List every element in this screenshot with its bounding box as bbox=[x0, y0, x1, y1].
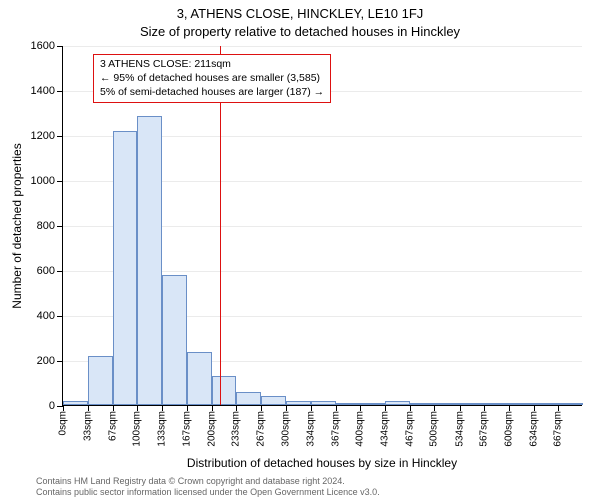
histogram-bar bbox=[311, 401, 336, 405]
y-tick-label: 800 bbox=[37, 220, 55, 232]
x-tick-label: 467sqm bbox=[404, 411, 415, 447]
x-tick-label: 667sqm bbox=[553, 411, 564, 447]
y-tick-label: 1600 bbox=[31, 40, 55, 52]
y-tick-label: 0 bbox=[49, 400, 55, 412]
histogram-bar bbox=[336, 403, 361, 405]
histogram-bar bbox=[162, 275, 187, 406]
y-tick-label: 1200 bbox=[31, 130, 55, 142]
annotation-line3: 5% of semi-detached houses are larger (1… bbox=[100, 85, 324, 99]
y-tick-label: 600 bbox=[37, 265, 55, 277]
histogram-bar bbox=[385, 401, 410, 405]
histogram-bar bbox=[261, 396, 286, 405]
histogram-bar bbox=[410, 403, 435, 405]
x-tick-label: 567sqm bbox=[479, 411, 490, 447]
x-tick-label: 600sqm bbox=[503, 411, 514, 447]
histogram-bar bbox=[113, 131, 138, 406]
x-tick-label: 534sqm bbox=[454, 411, 465, 447]
x-tick-label: 33sqm bbox=[82, 411, 93, 441]
x-tick-label: 500sqm bbox=[429, 411, 440, 447]
x-tick-label: 100sqm bbox=[132, 411, 143, 447]
histogram-bar bbox=[460, 403, 485, 405]
histogram-bar bbox=[88, 356, 113, 406]
histogram-bar bbox=[236, 392, 261, 406]
histogram-bar bbox=[137, 116, 162, 405]
annotation-line2: ← 95% of detached houses are smaller (3,… bbox=[100, 71, 324, 85]
y-tick-label: 400 bbox=[37, 310, 55, 322]
histogram-bar bbox=[434, 403, 459, 405]
title-address: 3, ATHENS CLOSE, HINCKLEY, LE10 1FJ bbox=[0, 6, 600, 21]
histogram-bar bbox=[212, 376, 237, 405]
histogram-bar bbox=[286, 401, 311, 405]
x-tick-label: 434sqm bbox=[380, 411, 391, 447]
x-axis-title: Distribution of detached houses by size … bbox=[62, 456, 582, 470]
histogram-bar bbox=[360, 403, 385, 405]
x-tick-label: 267sqm bbox=[256, 411, 267, 447]
x-tick-label: 0sqm bbox=[58, 411, 69, 435]
histogram-bar bbox=[534, 403, 559, 405]
histogram-bar bbox=[63, 401, 88, 405]
footer-attribution: Contains HM Land Registry data © Crown c… bbox=[36, 476, 380, 498]
histogram-bar bbox=[187, 352, 212, 405]
footer-line2: Contains public sector information licen… bbox=[36, 487, 380, 498]
x-tick-label: 167sqm bbox=[182, 411, 193, 447]
histogram-bar bbox=[509, 403, 534, 405]
gridline bbox=[63, 46, 582, 47]
y-axis-title: Number of detached properties bbox=[10, 46, 24, 406]
x-tick-label: 300sqm bbox=[280, 411, 291, 447]
y-tick-label: 1000 bbox=[31, 175, 55, 187]
x-tick-label: 200sqm bbox=[206, 411, 217, 447]
annotation-line1: 3 ATHENS CLOSE: 211sqm bbox=[100, 57, 324, 71]
annotation-box: 3 ATHENS CLOSE: 211sqm← 95% of detached … bbox=[93, 54, 331, 103]
x-tick-label: 334sqm bbox=[306, 411, 317, 447]
x-tick-label: 233sqm bbox=[231, 411, 242, 447]
chart-plot-area: 020040060080010001200140016000sqm33sqm67… bbox=[62, 46, 582, 406]
x-tick-label: 67sqm bbox=[107, 411, 118, 441]
x-tick-label: 400sqm bbox=[355, 411, 366, 447]
histogram-bar bbox=[558, 403, 583, 405]
x-tick-label: 367sqm bbox=[330, 411, 341, 447]
y-tick-label: 200 bbox=[37, 355, 55, 367]
x-tick-label: 634sqm bbox=[528, 411, 539, 447]
y-tick-label: 1400 bbox=[31, 85, 55, 97]
x-tick-label: 133sqm bbox=[156, 411, 167, 447]
title-subtitle: Size of property relative to detached ho… bbox=[0, 24, 600, 39]
footer-line1: Contains HM Land Registry data © Crown c… bbox=[36, 476, 380, 487]
histogram-bar bbox=[484, 403, 509, 405]
